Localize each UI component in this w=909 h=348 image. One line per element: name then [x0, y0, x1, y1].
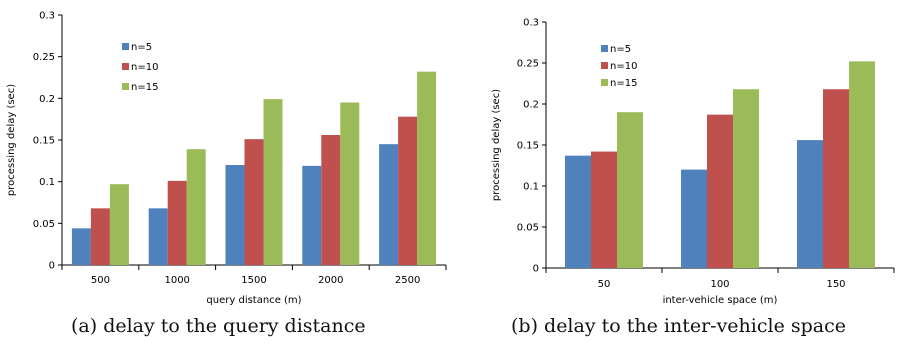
y-tick-label: 0.2 — [523, 100, 539, 111]
y-tick-label: 0.15 — [517, 141, 539, 152]
bar-n5-1500 — [225, 165, 245, 265]
bar-n10-100 — [707, 114, 733, 268]
legend-swatch-n15 — [122, 83, 129, 90]
bar-n10-2000 — [321, 135, 341, 265]
bar-n15-1500 — [263, 99, 283, 266]
x-tick-label: 50 — [598, 279, 611, 290]
legend-swatch-n10 — [122, 63, 129, 70]
x-tick-label: 1500 — [241, 275, 266, 286]
y-tick-label: 0 — [49, 261, 55, 272]
bar-n5-100 — [681, 169, 707, 268]
legend-label-n5: n=5 — [131, 42, 152, 53]
x-tick-label: 500 — [91, 275, 110, 286]
y-tick-label: 0.05 — [517, 223, 539, 234]
legend-swatch-n10 — [601, 62, 608, 69]
bar-n15-1000 — [186, 149, 206, 265]
bar-n15-2500 — [417, 71, 437, 266]
bar-n5-50 — [565, 155, 591, 268]
legend-label-n10: n=10 — [610, 61, 637, 72]
caption-a: (a) delay to the query distance — [71, 315, 366, 337]
y-tick-label: 0.15 — [33, 136, 55, 147]
legend-swatch-n5 — [122, 43, 129, 50]
bar-n10-150 — [823, 89, 849, 269]
y-axis-label: processing delay (sec) — [491, 89, 502, 201]
legend-label-n15: n=15 — [610, 78, 637, 89]
bar-n5-500 — [71, 228, 91, 265]
x-axis-label: inter-vehicle space (m) — [663, 295, 778, 306]
x-tick-label: 2500 — [395, 275, 420, 286]
bar-n15-2000 — [340, 102, 360, 265]
x-axis-label: query distance (m) — [206, 295, 301, 306]
bar-n10-1500 — [244, 139, 264, 265]
bar-n15-150 — [849, 61, 875, 268]
x-tick-label: 2000 — [318, 275, 343, 286]
y-axis-label: processing delay (sec) — [6, 84, 17, 196]
y-tick-label: 0.1 — [523, 182, 539, 193]
y-tick-label: 0 — [533, 264, 539, 275]
bar-n5-1000 — [148, 208, 168, 265]
legend-swatch-n15 — [601, 79, 608, 86]
legend-label-n10: n=10 — [131, 62, 158, 73]
y-tick-label: 0.05 — [33, 219, 55, 230]
x-tick-label: 1000 — [164, 275, 189, 286]
y-tick-label: 0.3 — [523, 18, 539, 29]
legend-swatch-n5 — [601, 45, 608, 52]
bar-n15-500 — [109, 184, 129, 265]
caption-b: (b) delay to the inter-vehicle space — [511, 315, 846, 337]
y-tick-label: 0.25 — [517, 59, 539, 70]
bar-n15-100 — [733, 89, 759, 269]
bar-n10-2500 — [398, 116, 418, 266]
bar-n5-2500 — [379, 144, 399, 265]
bar-n10-1000 — [167, 180, 187, 265]
y-tick-label: 0.25 — [33, 52, 55, 63]
y-tick-label: 0.3 — [39, 11, 55, 22]
x-tick-label: 150 — [826, 279, 845, 290]
bar-n5-150 — [797, 140, 823, 268]
bar-n15-50 — [617, 112, 643, 268]
y-tick-label: 0.2 — [39, 94, 55, 105]
bar-n10-500 — [90, 208, 110, 265]
bar-n10-50 — [591, 151, 617, 268]
x-tick-label: 100 — [710, 279, 729, 290]
bar-n5-2000 — [302, 165, 322, 265]
y-tick-label: 0.1 — [39, 177, 55, 188]
legend-label-n15: n=15 — [131, 82, 158, 93]
legend-label-n5: n=5 — [610, 44, 631, 55]
